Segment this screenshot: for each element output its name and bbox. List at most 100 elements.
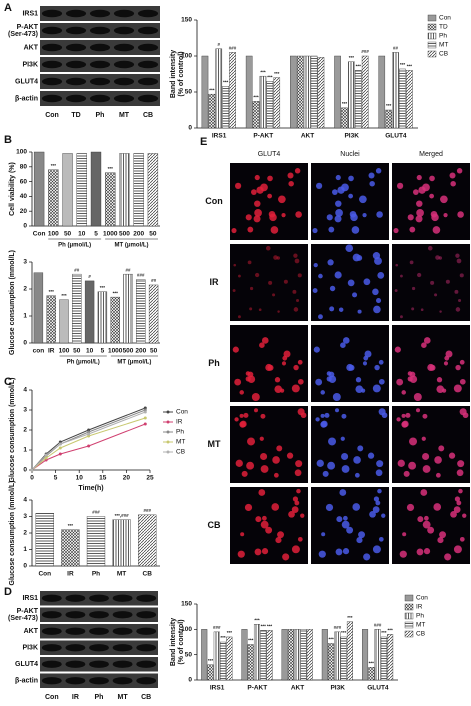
cell <box>329 285 336 292</box>
cell <box>251 189 257 195</box>
legend-label: CB <box>416 631 425 638</box>
cell <box>420 489 428 496</box>
cell <box>231 227 237 234</box>
y-axis-label: Glucose consumption (mmol/L) <box>9 250 16 355</box>
cell <box>362 213 367 218</box>
cell <box>376 460 384 468</box>
cell <box>347 279 355 287</box>
cell <box>374 257 382 265</box>
blot-band <box>136 611 157 619</box>
x-tick-label: 50 <box>73 348 81 355</box>
cell <box>328 371 335 378</box>
cell <box>324 412 330 418</box>
bar <box>259 75 267 129</box>
cell <box>275 537 282 544</box>
blot-row-label: (Ser-473) <box>8 615 38 622</box>
significance-label: *** <box>61 293 67 298</box>
cell <box>336 516 343 523</box>
micrograph <box>230 163 308 240</box>
cell <box>282 553 290 561</box>
cell <box>433 503 442 511</box>
legend-label: MT <box>176 439 185 446</box>
y-tick-label: 1 <box>23 546 27 553</box>
cell <box>374 364 380 371</box>
cell <box>457 211 464 218</box>
y-tick-label: 50 <box>185 89 193 96</box>
cell <box>329 306 335 312</box>
cell <box>422 413 428 419</box>
cell <box>273 472 279 478</box>
blot-row-label: PI3K <box>22 61 38 68</box>
point <box>44 453 48 457</box>
cell <box>294 469 302 477</box>
legend-label: IR <box>176 419 183 426</box>
x-tick-label: con <box>33 348 45 355</box>
cell <box>436 385 445 394</box>
cell <box>232 289 236 293</box>
blot-band <box>136 677 157 685</box>
x-tick-label: 500 <box>123 348 134 355</box>
cell <box>326 376 332 382</box>
x-tick-label: 1000 <box>103 231 118 238</box>
bar <box>48 169 59 227</box>
blot-band <box>65 26 87 35</box>
blot-band <box>137 9 159 18</box>
cell <box>411 286 416 291</box>
blot-band <box>113 94 135 103</box>
blot-band <box>41 43 63 52</box>
bar <box>387 634 394 681</box>
y-tick-label: 2 <box>23 530 27 537</box>
blot-band <box>89 77 111 86</box>
cell <box>283 350 291 358</box>
cell <box>422 183 430 192</box>
cell <box>343 515 348 521</box>
blot-band <box>65 94 87 103</box>
y-tick-label: 50 <box>185 651 193 658</box>
cell <box>375 500 381 506</box>
cell <box>445 279 450 284</box>
cell <box>422 465 431 473</box>
cell <box>440 195 448 204</box>
x-tick-label: GLUT4 <box>367 685 389 692</box>
blot-lane-label: Ph <box>95 694 104 701</box>
cell <box>233 263 237 267</box>
cell <box>268 280 273 285</box>
bar <box>362 629 369 681</box>
blot-row-label: P-AKT <box>17 24 39 31</box>
cell <box>352 503 361 511</box>
panel-label: A <box>4 2 12 14</box>
cell <box>423 337 431 344</box>
cell <box>456 469 464 477</box>
cell <box>346 526 354 534</box>
cell <box>291 506 299 514</box>
cell <box>457 460 465 468</box>
significance-label: *** <box>253 95 259 100</box>
blot-band <box>112 660 133 668</box>
blot-band <box>89 660 109 668</box>
cell <box>249 307 253 311</box>
cell <box>402 532 407 537</box>
blot-band <box>136 594 157 602</box>
significance-label: *** <box>100 285 106 290</box>
blot-band <box>137 43 159 52</box>
x-tick-label: 100 <box>48 231 59 238</box>
cell <box>444 553 452 561</box>
legend-swatch <box>427 14 437 22</box>
bar <box>201 629 208 681</box>
cell <box>438 445 445 452</box>
cell <box>327 259 334 266</box>
cell <box>359 195 367 204</box>
y-tick-label: 1 <box>23 313 27 320</box>
significance-label: *** <box>108 166 114 171</box>
cell <box>355 377 362 383</box>
bar <box>123 273 133 344</box>
cell <box>372 384 381 393</box>
cell <box>274 377 281 383</box>
cell <box>335 200 342 207</box>
blot-row-label: IRS1 <box>22 595 38 602</box>
cell <box>241 470 248 477</box>
cell <box>416 174 422 181</box>
cell <box>292 496 299 502</box>
cell <box>260 183 268 192</box>
blot-band <box>65 9 87 18</box>
